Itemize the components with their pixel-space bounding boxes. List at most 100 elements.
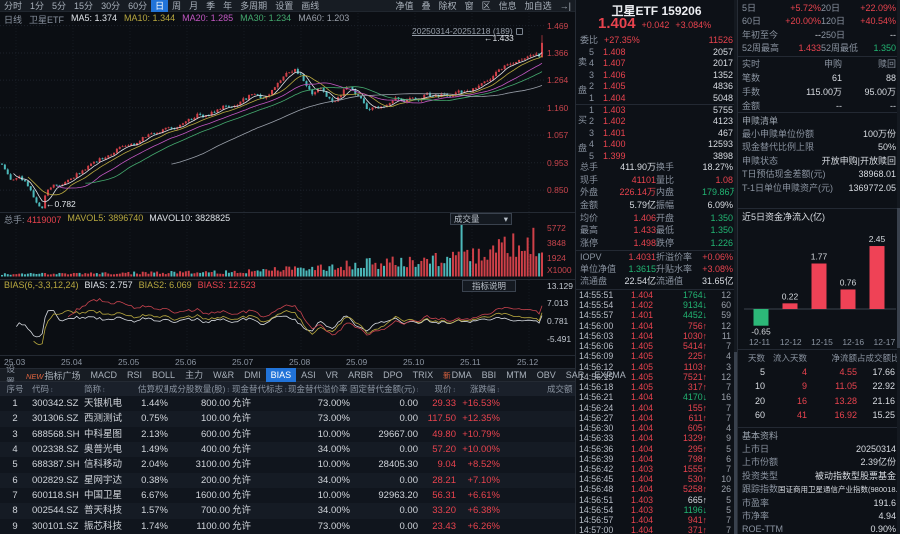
bid-level[interactable]: 5 1.399 3898 (589, 151, 737, 162)
indicator-tab-MACD[interactable]: MACD (90, 369, 118, 380)
collapse-panel-icon[interactable]: →| (559, 0, 571, 11)
indicator-tab-DPO[interactable]: DPO (383, 369, 403, 380)
table-row[interactable]: 8 002544.SZ 普天科技 1.57% 700.00 允许 34.00% 0.00 33.… (0, 503, 575, 519)
col-header-cash-flag[interactable]: 现金替代标志↕ (232, 384, 288, 394)
chart-tool-button[interactable]: 窗 (464, 0, 474, 11)
ma-value: MA10: 1.344 (124, 13, 176, 23)
scrollbar-thumb[interactable] (734, 352, 737, 534)
tick-count: 7 (726, 341, 731, 352)
ma-value: MA20: 1.285 (182, 13, 234, 23)
indicator-tab-ASI[interactable]: ASI (301, 369, 316, 380)
flow-net: 13.28 (834, 395, 857, 406)
tick-time: 14:56:36 (579, 443, 614, 454)
bid-level[interactable]: 2 1.402 4123 (589, 116, 737, 127)
indicator-tab-RSI[interactable]: RSI (127, 369, 143, 380)
scrollbar-thumb[interactable] (897, 208, 900, 348)
bid-level[interactable]: 1 1.403 5755 (589, 105, 737, 116)
kline-chart[interactable] (0, 0, 575, 356)
period-button[interactable]: 15分 (74, 0, 94, 11)
indicator-tab-EXPMA[interactable]: EXPMA (594, 369, 626, 380)
indicator-tab-OBV[interactable]: OBV (536, 369, 556, 380)
tick-trade-list[interactable]: 14:55:51 1.404 1764↓ 12 14:55:54 1.402 9134↓ 60… (576, 289, 734, 534)
chart-tool-button[interactable]: 区 (481, 0, 491, 11)
ask-level[interactable]: 2 1.405 4836 (589, 81, 737, 92)
table-row[interactable]: 2 301306.SZ 西测测试 0.75% 100.00 允许 73.00% 0.00 117… (0, 411, 575, 427)
tick-count: 7 (726, 515, 731, 526)
sort-icon: ↕ (416, 387, 418, 394)
basics-label: 投资类型 (742, 470, 779, 481)
col-header-index[interactable]: 序号 (6, 384, 24, 394)
bid-level[interactable]: 4 1.400 12593 (589, 139, 737, 150)
col-header-price[interactable]: 现价↕ (434, 384, 456, 394)
indicator-tab-新DMA[interactable]: 新DMA (443, 369, 472, 380)
col-header-fixed-amount[interactable]: 固定替代金额(元)↕ (350, 384, 418, 394)
chart-tool-button[interactable]: 净值 (395, 0, 414, 11)
period-button[interactable]: 1分 (30, 0, 45, 11)
tick-count: 5 (726, 443, 731, 454)
period-button[interactable]: 周 (172, 0, 182, 11)
ask-level[interactable]: 1 1.404 5048 (589, 93, 737, 104)
indicator-tab-SAR[interactable]: SAR (565, 369, 585, 380)
bid-level[interactable]: 3 1.401 467 (589, 128, 737, 139)
col-header-weight[interactable]: 估算权重↕ (138, 384, 168, 394)
level-number: 1 (589, 104, 595, 115)
chart-tool-button[interactable]: 除权 (438, 0, 457, 11)
period-button[interactable]: 画线 (301, 0, 320, 11)
period-button[interactable]: 年 (223, 0, 233, 11)
period-button[interactable]: 日 (151, 0, 169, 12)
col-header-premium-rate[interactable]: 现金替代溢价率↕ (288, 382, 350, 396)
col-header-name[interactable]: 简称↕ (84, 384, 106, 394)
tick-price: 1.404 (630, 320, 653, 331)
indicator-tab-BIAS[interactable]: BIAS (265, 367, 297, 383)
period-button[interactable]: 月 (189, 0, 199, 11)
col-header-change[interactable]: 涨跌幅↕ (469, 384, 500, 394)
volume-indicator-dropdown[interactable]: 成交量 ▾ (450, 213, 512, 225)
table-row[interactable]: 9 300101.SZ 振芯科技 1.74% 1100.00 允许 73.00% 0.00 23… (0, 518, 575, 534)
col-header-quantity[interactable]: 成分股数量(股)↕ (168, 384, 230, 394)
flow-in-days: 16 (796, 395, 807, 406)
table-row[interactable]: 3 688568.SH 中科星图 2.13% 600.00 允许 10.00% 29667.0… (0, 426, 575, 442)
indicator-tab-TRIX[interactable]: TRIX (412, 369, 434, 380)
sub-label: 笔数 (742, 73, 761, 83)
period-button[interactable]: 30分 (101, 0, 121, 11)
panel-scrollbar[interactable] (897, 0, 900, 534)
tick-scrollbar[interactable] (734, 0, 737, 534)
chart-tool-button[interactable]: 叠 (421, 0, 431, 11)
chart-tool-button[interactable]: 加自选 (524, 0, 552, 11)
stat-label: 振幅 (656, 200, 675, 211)
level-number: 5 (589, 150, 595, 161)
ask-level[interactable]: 3 1.406 1352 (589, 70, 737, 81)
period-button[interactable]: 多周期 (240, 0, 268, 11)
indicator-tab-VR[interactable]: VR (325, 369, 339, 380)
col-header-turnover[interactable]: 成交额 (547, 384, 573, 394)
period-button[interactable]: 60分 (128, 0, 148, 11)
indicator-tab-BBI[interactable]: BBI (481, 369, 497, 380)
period-button[interactable]: 设置 (275, 0, 294, 11)
period-button[interactable]: 季 (206, 0, 216, 11)
ask-level[interactable]: 5 1.408 2057 (589, 47, 737, 58)
quote-stat-row: 涨停 1.498 跌停 1.226 (576, 237, 737, 250)
indicator-tab-DMI[interactable]: DMI (244, 369, 261, 380)
chart-tool-button[interactable]: 信息 (498, 0, 517, 11)
table-row[interactable]: 7 600118.SH 中国卫星 6.67% 1600.00 允许 10.00% 92963.… (0, 487, 575, 504)
indicator-tab-BOLL[interactable]: BOLL (152, 369, 176, 380)
indicator-plaza-button[interactable]: NEW指标广场 (21, 369, 86, 382)
indicator-tab-主力[interactable]: 主力 (185, 369, 204, 380)
indicator-tab-W&R[interactable]: W&R (213, 369, 235, 380)
period-button[interactable]: 分时 (4, 0, 23, 11)
indicator-tab-ARBR[interactable]: ARBR (348, 369, 374, 380)
period-button[interactable]: 5分 (52, 0, 67, 11)
col-header-code[interactable]: 代码↕ (32, 384, 54, 394)
table-row[interactable]: 1 300342.SZ 天银机电 1.44% 800.00 允许 73.00% 0.00 29.… (0, 396, 575, 412)
bias-axis-label: -5.491 (547, 334, 572, 344)
table-row[interactable]: 6 002829.SZ 星网宇达 0.38% 200.00 允许 34.00% 0.00 28.… (0, 472, 575, 488)
cell-fixed-amount: 0.00 (399, 398, 419, 409)
indicator-tab-MTM[interactable]: MTM (506, 369, 527, 380)
fund-flow-x-label: 12-15 (811, 337, 833, 347)
weicha-value: 11526 (708, 35, 733, 45)
table-row[interactable]: 4 002338.SZ 奥普光电 1.49% 400.00 允许 34.00% 0.00 57.… (0, 441, 575, 458)
table-row[interactable]: 5 688387.SH 信科移动 2.04% 3100.00 允许 10.00% 28405.… (0, 457, 575, 473)
basics-label: 市盈率 (742, 497, 770, 508)
ask-level[interactable]: 4 1.407 2017 (589, 58, 737, 69)
indicator-help-button[interactable]: 指标说明 (462, 280, 516, 292)
